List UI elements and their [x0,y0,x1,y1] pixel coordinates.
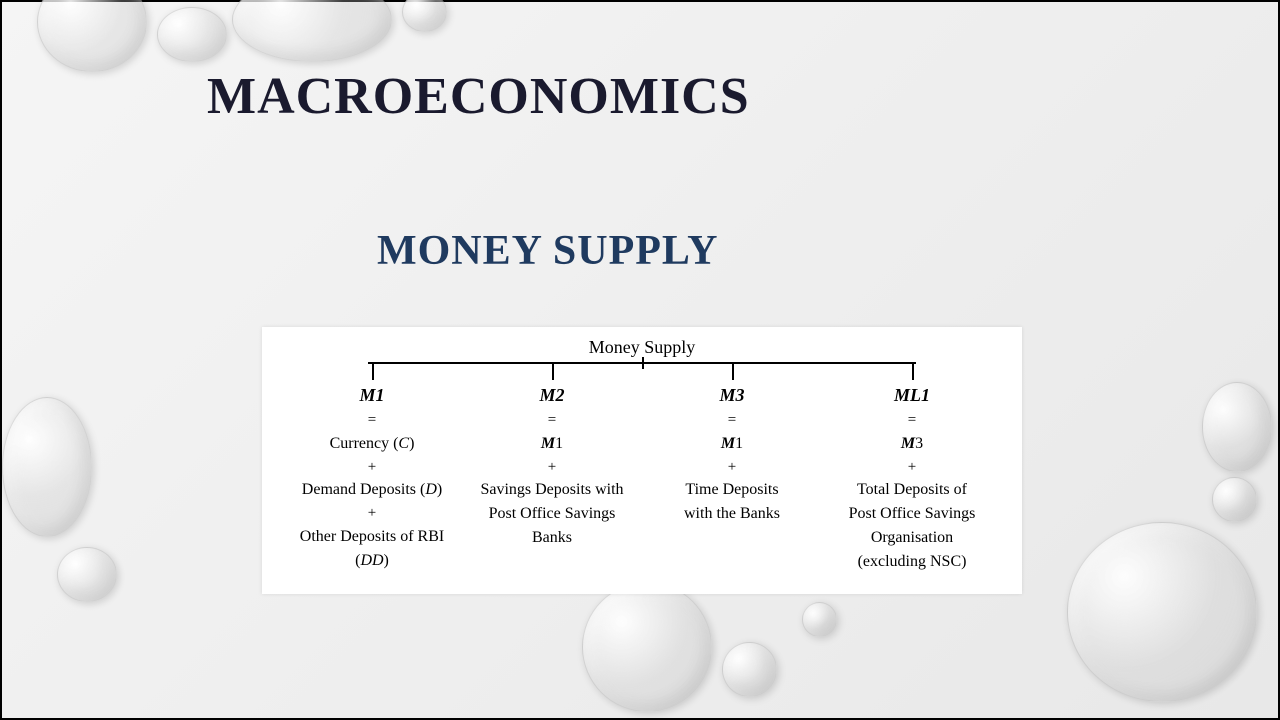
main-title: MACROECONOMICS [207,67,750,126]
branch-ml1: ML1 = M3 + Total Deposits ofPost Office … [822,382,1002,574]
branch-m2: M2 = M1 + Savings Deposits withPost Offi… [462,382,642,574]
bubble-deco [402,0,447,32]
branch-equals: = [470,409,634,432]
bubble-deco [1212,477,1257,522]
branch-m3: M3 = M1 + Time Depositswith the Banks [642,382,822,574]
bubble-deco [1067,522,1257,702]
bubble-deco [722,642,777,697]
branch-line: Demand Deposits (D) [290,478,454,502]
bubble-deco [582,582,712,712]
branch-line: M1 [470,432,634,456]
diagram-root-label: Money Supply [282,337,1002,358]
bubble-deco [1202,382,1272,472]
branch-line: M3 [830,432,994,456]
branch-plus: + [650,456,814,479]
bubble-deco [157,7,227,62]
bubble-deco [57,547,117,602]
bubble-deco [37,0,147,72]
branch-line: Currency (C) [290,432,454,456]
branch-plus: + [830,456,994,479]
bubble-deco [232,0,392,62]
branch-plus: + [290,456,454,479]
branch-head: M3 [650,382,814,409]
branch-line: Savings Deposits withPost Office Savings… [470,478,634,550]
branch-m1: M1 = Currency (C) + Demand Deposits (D) … [282,382,462,574]
branch-line: Total Deposits ofPost Office SavingsOrga… [830,478,994,574]
branch-equals: = [650,409,814,432]
sub-title: MONEY SUPPLY [377,227,718,275]
branch-line: M1 [650,432,814,456]
branch-head: M1 [290,382,454,409]
bubble-deco [2,397,92,537]
branch-head: ML1 [830,382,994,409]
branch-plus: + [290,502,454,525]
branch-equals: = [830,409,994,432]
diagram-branches: M1 = Currency (C) + Demand Deposits (D) … [282,362,1002,574]
bubble-deco [802,602,837,637]
branch-equals: = [290,409,454,432]
branch-head: M2 [470,382,634,409]
money-supply-diagram: Money Supply M1 = Currency (C) + Demand … [262,327,1022,594]
branch-line: Time Depositswith the Banks [650,478,814,526]
branch-line: Other Deposits of RBI (DD) [290,525,454,573]
branch-plus: + [470,456,634,479]
